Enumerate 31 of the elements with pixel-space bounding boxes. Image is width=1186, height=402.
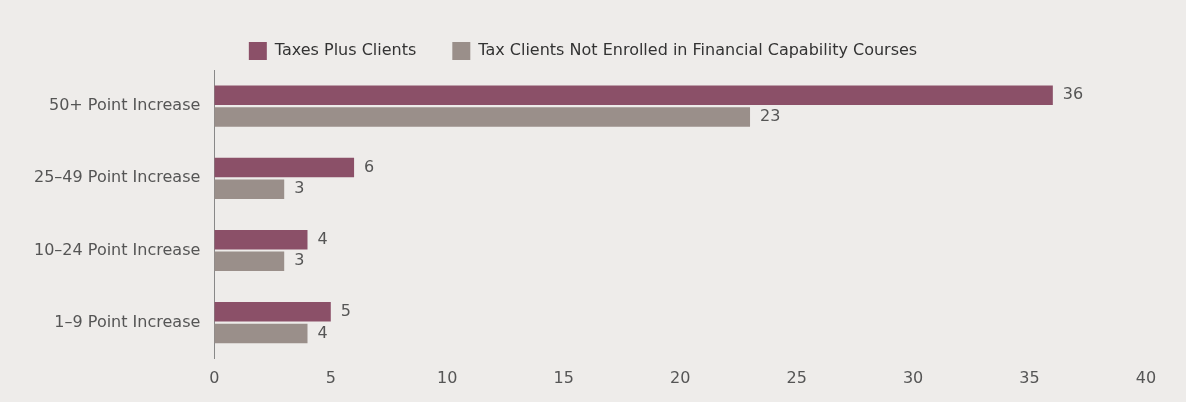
x-tick-label: 10 <box>437 367 458 387</box>
x-tick-label: 5 <box>325 367 336 387</box>
bar <box>214 323 308 344</box>
data-label: 5 <box>340 301 351 321</box>
bar <box>214 251 285 272</box>
x-tick-label: 40 <box>1135 367 1157 387</box>
bar <box>214 229 308 250</box>
y-tick-label: 10–24 Point Increase <box>34 239 201 259</box>
x-tick-label: 15 <box>553 367 574 387</box>
data-label: 36 <box>1062 84 1084 104</box>
bar <box>214 302 331 322</box>
data-label: 4 <box>317 228 328 248</box>
data-label: 3 <box>294 178 305 198</box>
bar <box>214 107 751 127</box>
data-label: 4 <box>317 322 328 342</box>
data-label: 6 <box>364 156 375 176</box>
x-tick-label: 35 <box>1019 367 1040 387</box>
x-tick-label: 0 <box>209 367 220 387</box>
x-tick-label: 20 <box>669 367 691 387</box>
legend-label: Taxes Plus Clients <box>273 40 417 60</box>
x-tick-label: 30 <box>902 367 924 387</box>
y-tick-label: 25–49 Point Increase <box>34 167 201 187</box>
data-label: 23 <box>760 106 781 126</box>
bar <box>214 85 1053 106</box>
legend-label: Tax Clients Not Enrolled in Financial Capability Courses <box>477 40 918 60</box>
y-tick-label: 1–9 Point Increase <box>54 311 201 331</box>
data-label: 3 <box>294 250 305 270</box>
x-tick-label: 25 <box>786 367 807 387</box>
bar <box>214 179 285 199</box>
bar <box>214 157 355 178</box>
y-tick-label: 50+ Point Increase <box>48 95 201 115</box>
